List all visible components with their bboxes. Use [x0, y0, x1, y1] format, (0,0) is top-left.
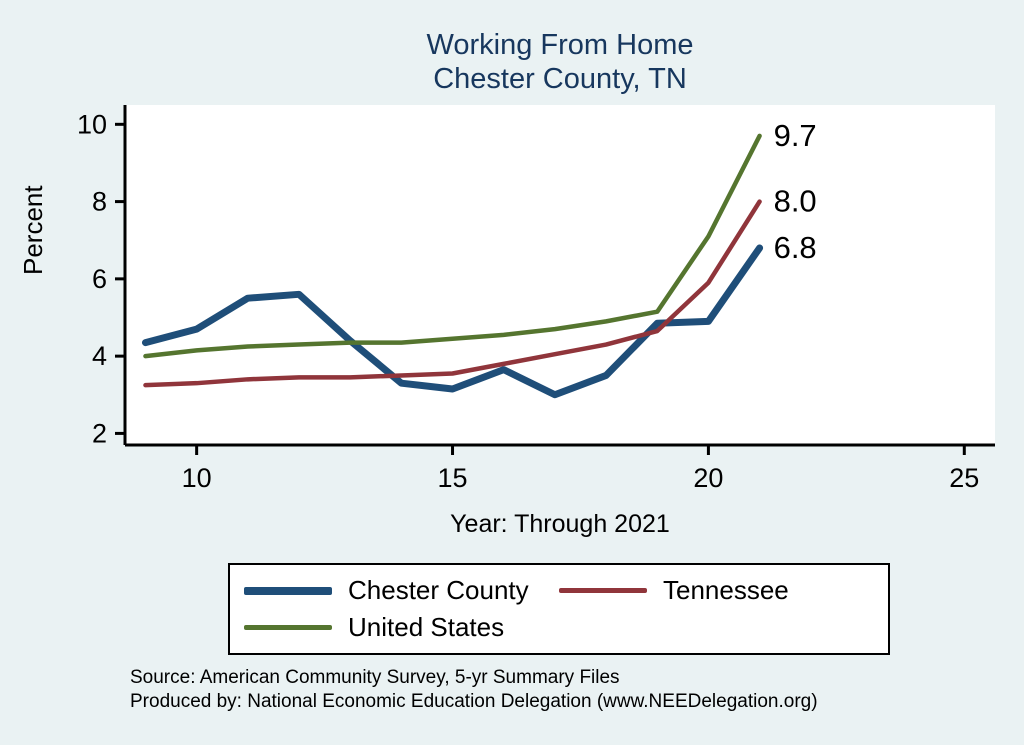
legend-swatch-chester-county	[244, 586, 332, 595]
series-end-label-tennessee: 8.0	[774, 184, 817, 219]
x-tick-label: 25	[949, 463, 979, 493]
legend-swatch-united-states	[244, 625, 332, 630]
x-tick-label: 15	[438, 463, 468, 493]
legend-item-tennessee: Tennessee	[559, 575, 874, 606]
y-tick-label: 6	[92, 264, 107, 294]
series-end-label-united-states: 9.7	[774, 118, 817, 153]
legend-item-united-states: United States	[244, 612, 559, 643]
legend-row: United States	[244, 612, 874, 643]
chart-title-line2: Chester County, TN	[433, 63, 687, 95]
legend-label-tennessee: Tennessee	[663, 575, 789, 605]
x-axis-label: Year: Through 2021	[450, 510, 670, 538]
y-tick-label: 4	[92, 341, 107, 371]
plot-area	[125, 105, 995, 445]
source-line: Source: American Community Survey, 5-yr …	[130, 667, 620, 688]
produced-by-line: Produced by: National Economic Education…	[130, 691, 818, 712]
series-line-united-states	[143, 133, 762, 359]
x-tick-label: 20	[693, 463, 723, 493]
legend-label-chester-county: Chester County	[348, 575, 529, 605]
legend-label-united-states: United States	[348, 612, 505, 642]
legend-item-chester-county: Chester County	[244, 575, 559, 606]
series-line-tennessee	[143, 199, 762, 388]
chart-title: Working From Home Chester County, TN	[125, 28, 995, 96]
chart-legend: Chester County Tennessee United States	[228, 563, 890, 655]
y-tick-label: 2	[92, 418, 107, 448]
source-note: Source: American Community Survey, 5-yr …	[130, 666, 818, 714]
series-line-chester-county	[141, 244, 764, 399]
y-tick-label: 10	[77, 109, 107, 139]
chart-title-line1: Working From Home	[426, 29, 694, 61]
series-end-label-chester-county: 6.8	[774, 230, 817, 265]
legend-row: Chester County Tennessee	[244, 575, 874, 606]
y-tick-label: 8	[92, 187, 107, 217]
legend-swatch-tennessee	[559, 588, 647, 593]
line-chart-svg: 2 4 6 8 10 10 15 20 25 6.8 8.0 9.7	[77, 105, 995, 493]
x-tick-label: 10	[182, 463, 212, 493]
